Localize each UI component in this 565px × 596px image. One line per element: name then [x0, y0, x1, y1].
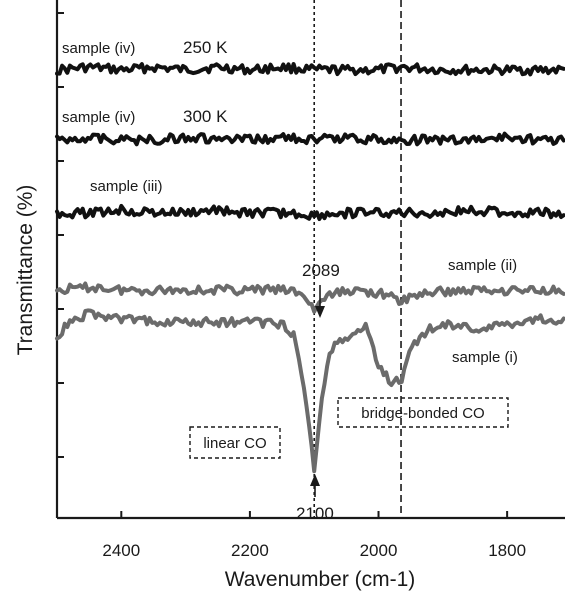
series-line	[55, 203, 565, 221]
label-i: sample (i)	[452, 349, 518, 366]
x-tick-label: 2400	[102, 541, 140, 560]
x-tick-label: 2200	[231, 541, 269, 560]
series-line	[55, 281, 565, 314]
series-line	[55, 308, 565, 474]
bridge-co-box	[337, 397, 509, 428]
series-line	[55, 131, 565, 147]
arrow-2100-head	[310, 474, 320, 486]
x-tick-label: 1800	[488, 541, 526, 560]
x-ticks: 2400 2200 2000 1800	[102, 511, 526, 560]
series-line	[55, 62, 565, 77]
annotations: sample (iv) 250 K sample (iv) 300 K samp…	[62, 38, 518, 523]
label-iv-300: sample (iv)	[62, 109, 135, 126]
bridge-co-label: bridge-bonded CO	[361, 405, 484, 422]
reference-lines	[313, 0, 402, 518]
arrow-2089-head	[315, 306, 325, 318]
label-iv-300-temp: 300 K	[183, 107, 228, 126]
spectra-series	[55, 62, 565, 474]
linear-co-label: linear CO	[203, 435, 266, 452]
label-ii: sample (ii)	[448, 257, 517, 274]
label-iv-250-temp: 250 K	[183, 38, 228, 57]
y-ticks	[57, 12, 64, 458]
x-tick-label: 2000	[360, 541, 398, 560]
y-axis-title: Transmittance (%)	[14, 185, 37, 356]
linear-co-box	[189, 426, 281, 459]
peak-label-2089: 2089	[302, 261, 340, 280]
label-iv-250: sample (iv)	[62, 40, 135, 57]
label-iii: sample (iii)	[90, 178, 163, 195]
x-axis-title: Wavenumber (cm-1)	[225, 568, 416, 591]
peak-label-2100: 2100	[296, 504, 334, 523]
